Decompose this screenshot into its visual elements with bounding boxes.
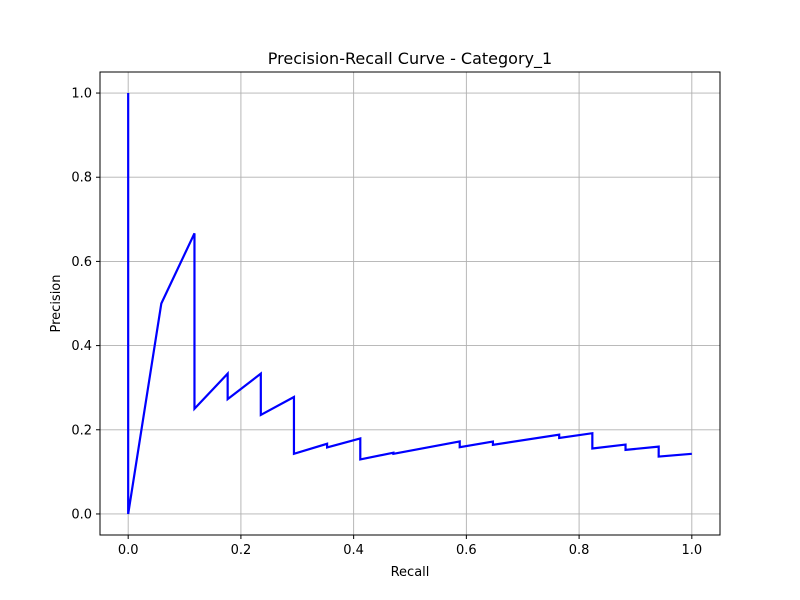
x-axis-label: Recall: [391, 565, 430, 580]
y-tick-label: 0.4: [71, 339, 92, 354]
tick-layer: 0.0 0.2 0.4 0.6 0.8 1.0 0.0 0.2 0.4 0.6 0.8 1.0: [71, 87, 702, 558]
x-tick-label: 0.2: [231, 543, 252, 558]
y-tick-label: 0.2: [71, 423, 92, 438]
pr-curve-line: [127, 93, 692, 515]
x-tick-label: 0.4: [343, 543, 364, 558]
grid-layer: [100, 72, 720, 535]
y-tick-label: 0.6: [71, 255, 92, 270]
y-tick-label: 1.0: [71, 87, 92, 102]
series-layer: [127, 93, 692, 515]
x-tick-label: 1.0: [681, 543, 702, 558]
x-tick-label: 0.6: [456, 543, 477, 558]
chart-title: Precision-Recall Curve - Category_1: [268, 49, 552, 69]
x-tick-label: 0.0: [118, 543, 139, 558]
y-tick-label: 0.0: [71, 507, 92, 522]
y-axis-label: Precision: [49, 274, 64, 332]
x-tick-label: 0.8: [569, 543, 590, 558]
plot-frame: [99, 71, 721, 536]
y-tick-label: 0.8: [71, 171, 92, 186]
